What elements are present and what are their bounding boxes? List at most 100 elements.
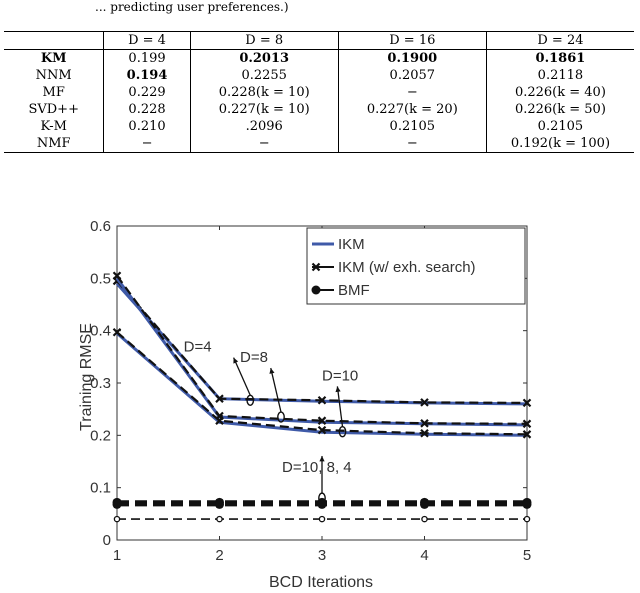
annotation-layer: D=4 D=8 D=10 D=10, 8, 4 (184, 339, 358, 504)
y-tick-label: 0.1 (90, 480, 111, 497)
x-axis-label: BCD Iterations (269, 574, 373, 591)
x-tick-label: 2 (215, 547, 223, 564)
annotation-label: D=10, 8, 4 (282, 459, 352, 476)
x-marker (112, 271, 122, 280)
rmse-cell: − (337, 84, 487, 101)
method-name-cell: NMF (36, 135, 71, 151)
legend-label: IKM (w/ exh. search) (338, 259, 476, 276)
legend: IKM IKM (w/ exh. search) BMF (306, 227, 526, 305)
arrow-head (233, 357, 239, 364)
annotation-arrow (270, 367, 282, 413)
table-row: NNM 0.194 0.2255 0.2057 0.2118 (4, 67, 634, 84)
axes: 0 0.1 0.2 0.3 0.4 0.5 0.6 1 2 3 4 5 (90, 218, 531, 564)
rmse-cell: 0.1900 (337, 49, 487, 67)
rmse-cell: − (337, 135, 487, 153)
open-dot-marker (113, 515, 121, 523)
rmse-cell: 0.227(k = 20) (337, 101, 487, 118)
rmse-cell: 0.2118 (485, 67, 634, 84)
rmse-cell: − (103, 135, 191, 153)
dot-marker (215, 499, 224, 509)
series-exh-d10 (112, 327, 532, 439)
annotation: D=10, 8, 4 (282, 455, 352, 504)
open-dot-marker (318, 515, 326, 523)
rmse-cell: .2096 (189, 118, 339, 135)
method-name-cell: KM (40, 50, 67, 66)
arrow-head (319, 455, 325, 462)
x-tick-label: 3 (318, 547, 326, 564)
y-tick-label: 0.6 (90, 218, 111, 235)
rmse-cell: 0.227(k = 10) (189, 101, 339, 118)
series-bmf-thin-d4 (113, 515, 531, 523)
open-dot-marker (216, 515, 223, 523)
x-marker (522, 419, 532, 429)
legend-label: IKM (338, 236, 365, 253)
rmse-cell: 0.194 (103, 67, 191, 84)
x-marker (215, 394, 224, 403)
x-marker (317, 416, 327, 425)
legend-label: BMF (338, 282, 370, 299)
rmse-cell: 0.2057 (337, 67, 487, 84)
annotation-arrow (336, 386, 344, 427)
y-axis-label: Training RMSE (78, 323, 95, 431)
x-marker (112, 327, 122, 337)
x-marker (420, 428, 429, 438)
annotation: D=8 (240, 349, 285, 423)
x-tick-label: 5 (523, 547, 531, 564)
x-marker (317, 425, 327, 435)
y-tick-label: 0.3 (90, 375, 111, 392)
rmse-cell: − (189, 135, 339, 153)
table-row: K-M 0.210.2096 0.2105 0.2105 (4, 118, 634, 135)
table-row: MF 0.229 0.228(k = 10) −0.226(k = 40) (4, 84, 634, 101)
annotation: D=10 (322, 367, 358, 438)
rmse-cell: 0.226(k = 40) (485, 84, 634, 101)
annotation-label: D=4 (184, 339, 212, 356)
rmse-cell: 0.1861 (485, 49, 634, 67)
dot-marker (522, 499, 532, 509)
y-tick-label: 0.5 (90, 270, 111, 287)
target-ellipse (246, 394, 255, 406)
rmse-cell: 0.226(k = 50) (485, 101, 634, 118)
series-exh-d8 (112, 271, 532, 429)
table-header-cell: D = 8 (189, 31, 339, 50)
y-tick-label: 0.2 (90, 427, 111, 444)
rmse-cell: 0.192(k = 100) (485, 135, 634, 153)
table-body: KM 0.199 0.2013 0.1900 0.1861 NNM 0.194 0.2255 0… (4, 49, 634, 153)
x-marker (317, 395, 327, 405)
table-row: NMF − − −0.192(k = 100) (4, 135, 634, 153)
series-line (116, 275, 528, 425)
rmse-cell: 0.2255 (189, 67, 339, 84)
x-tick-label: 4 (420, 547, 428, 564)
rmse-cell: 0.229 (103, 84, 191, 101)
x-marker (420, 398, 429, 407)
table-row: SVD++ 0.228 0.227(k = 10) 0.227(k = 20) 0.22… (4, 101, 634, 118)
method-name-cell: NNM (35, 67, 72, 83)
rmse-cell: 0.2105 (485, 118, 634, 135)
annotation-arrow (232, 357, 251, 396)
x-marker (215, 416, 224, 425)
series-layer (112, 271, 532, 523)
caption-fragment: ... predicting user preferences.) (95, 0, 289, 14)
legend-dot (311, 285, 321, 295)
dot-marker (112, 499, 122, 509)
method-name-cell: K-M (40, 118, 67, 134)
x-marker (522, 430, 532, 439)
legend-entry: IKM (w/ exh. search) (311, 259, 476, 276)
rmse-cell: 0.2013 (189, 49, 339, 67)
x-marker (522, 398, 532, 408)
table-header-cell: D = 16 (337, 31, 487, 50)
arrow-head (335, 386, 341, 393)
open-dot-marker (421, 515, 428, 523)
table-header-cell: D = 4 (103, 31, 191, 50)
table-header-cell: D = 24 (485, 31, 634, 50)
annotation-label: D=8 (240, 349, 268, 366)
y-tick-label: 0 (103, 532, 111, 549)
legend-entry: IKM (312, 236, 365, 253)
rmse-cell: 0.210 (103, 118, 191, 135)
y-tick-label: 0.4 (90, 323, 111, 340)
dot-marker (420, 499, 429, 509)
x-marker (311, 262, 321, 272)
method-name-cell: MF (42, 84, 65, 100)
open-dot-marker (523, 515, 531, 523)
